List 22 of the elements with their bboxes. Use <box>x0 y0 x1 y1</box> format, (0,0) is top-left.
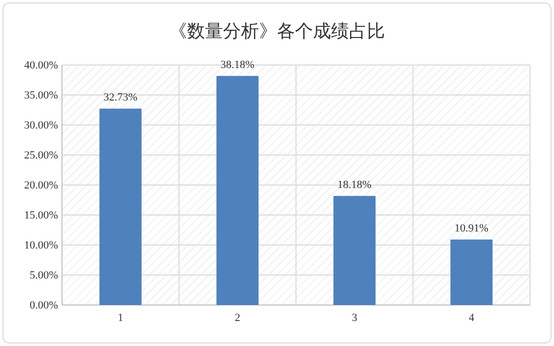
x-tick-label: 2 <box>234 312 240 324</box>
data-label: 18.18% <box>338 178 372 191</box>
y-tick-label: 10.00% <box>24 240 58 252</box>
y-tick-label: 5.00% <box>30 270 58 282</box>
bar <box>216 76 259 305</box>
bar <box>333 196 376 305</box>
data-label: 32.73% <box>104 92 138 104</box>
y-tick-label: 40.00% <box>24 60 58 72</box>
bar <box>450 240 493 305</box>
data-label: 10.91% <box>454 222 488 235</box>
chart-title: 《数量分析》各个成绩占比 <box>169 21 385 41</box>
data-label: 38.18% <box>220 58 254 71</box>
x-tick-label: 1 <box>118 312 124 324</box>
x-tick-label: 3 <box>352 312 358 324</box>
y-tick-label: 15.00% <box>24 210 58 222</box>
y-tick-label: 35.00% <box>24 90 58 102</box>
y-tick-label: 0.00% <box>30 300 58 312</box>
bar <box>99 108 142 305</box>
x-tick-label: 4 <box>468 312 475 324</box>
y-tick-label: 30.00% <box>24 120 58 132</box>
y-tick-label: 20.00% <box>24 180 58 192</box>
y-tick-label: 25.00% <box>24 150 58 162</box>
